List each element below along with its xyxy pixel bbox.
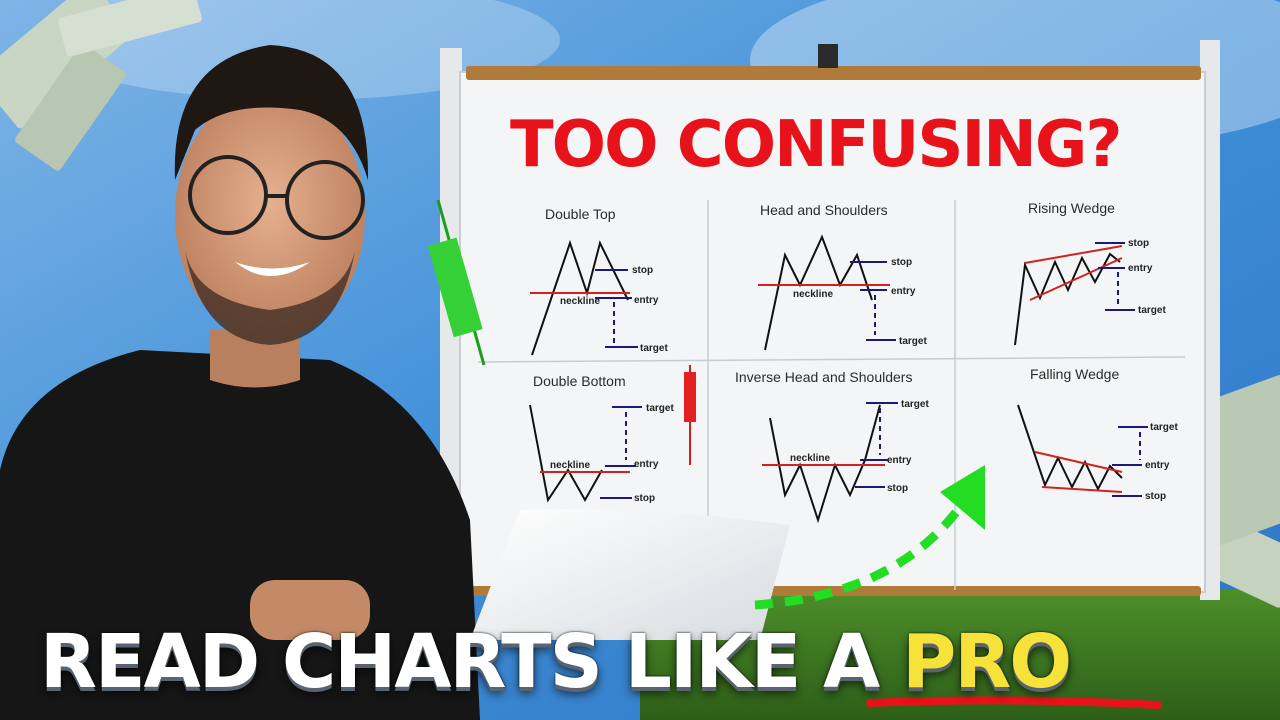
label-entry: entry: [634, 295, 659, 306]
panel-title-inverse-head-and-shoulders: Inverse Head and Shoulders: [735, 369, 913, 385]
label-stop: stop: [1128, 238, 1149, 249]
headline-text: READ CHARTS LIKE A: [40, 619, 903, 705]
label-neckline: neckline: [560, 296, 600, 307]
panel-title-double-bottom: Double Bottom: [533, 373, 626, 389]
label-target: target: [1150, 422, 1178, 433]
board-title: TOO CONFUSING?: [510, 108, 1123, 182]
double-top-diagram: [530, 239, 638, 356]
panel-title-rising-wedge: Rising Wedge: [1028, 200, 1115, 216]
label-entry: entry: [891, 286, 916, 297]
green-arrow: [754, 465, 985, 610]
green-candlestick: [427, 199, 486, 366]
label-stop: stop: [634, 493, 655, 504]
label-entry: entry: [887, 455, 912, 466]
falling-wedge-diagram: [1017, 404, 1148, 497]
label-stop: stop: [891, 257, 912, 268]
rising-wedge-diagram: [1014, 242, 1135, 346]
red-candlestick: [684, 365, 696, 465]
label-entry: entry: [634, 459, 659, 470]
label-target: target: [646, 403, 674, 414]
label-target: target: [901, 399, 929, 410]
headline-underline: [866, 696, 1162, 709]
label-stop: stop: [1145, 491, 1166, 502]
label-target: target: [640, 343, 668, 354]
panel-title-falling-wedge: Falling Wedge: [1030, 366, 1120, 382]
panel-title-double-top: Double Top: [545, 206, 616, 222]
head-and-shoulders-diagram: [758, 234, 896, 351]
laptop: [470, 509, 790, 640]
label-target: target: [899, 336, 927, 347]
label-neckline: neckline: [550, 460, 590, 471]
label-stop: stop: [887, 483, 908, 494]
label-target: target: [1138, 305, 1166, 316]
label-neckline: neckline: [790, 453, 830, 464]
double-bottom-diagram: [529, 404, 642, 503]
whiteboard: [440, 40, 1220, 608]
panel-title-head-and-shoulders: Head and Shoulders: [760, 202, 888, 218]
label-entry: entry: [1145, 460, 1170, 471]
label-neckline: neckline: [793, 289, 833, 300]
label-entry: entry: [1128, 263, 1153, 274]
diagram-labels: stop neckline entry target stop neckline…: [550, 238, 1178, 504]
money-bill-top-left: [0, 0, 202, 171]
headline-pro: PRO: [902, 619, 1072, 705]
headline: READ CHARTS LIKE A PRO: [40, 612, 1270, 712]
presenter-person: [0, 45, 480, 720]
label-stop: stop: [632, 265, 653, 276]
inverse-head-and-shoulders-diagram: [762, 402, 898, 524]
